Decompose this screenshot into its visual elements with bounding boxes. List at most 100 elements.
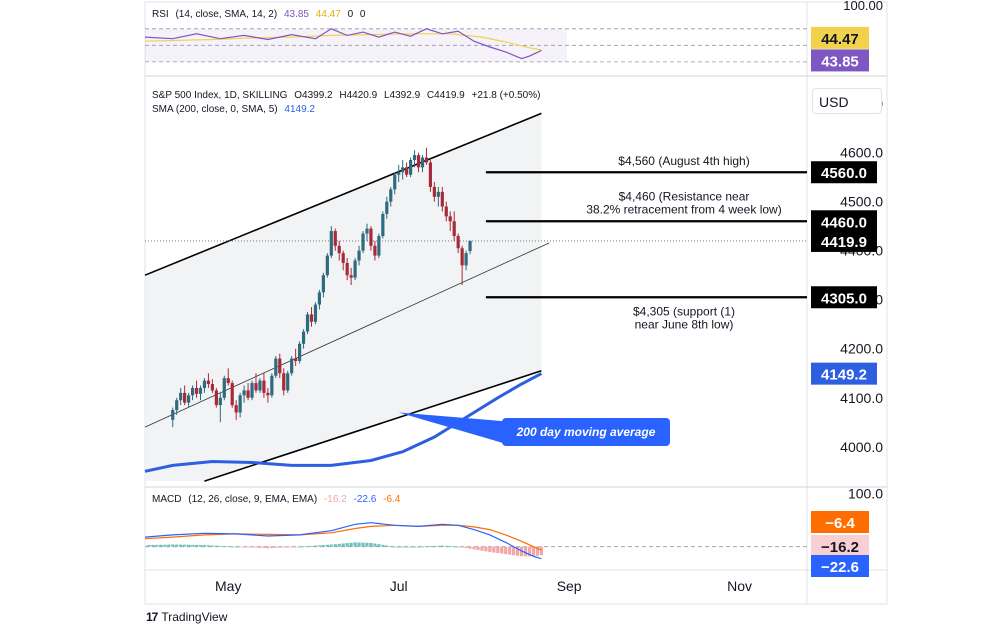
time-tick-label: May bbox=[215, 578, 241, 594]
macd-hist-bar bbox=[266, 546, 270, 549]
macd-hist-bar bbox=[480, 546, 484, 551]
candle-body bbox=[234, 405, 238, 413]
sma-badge-bg bbox=[811, 362, 877, 385]
macd-hist-bar bbox=[393, 546, 397, 548]
macd-hist-bar bbox=[202, 545, 207, 547]
candle-body bbox=[436, 191, 440, 197]
macd-hist-bar bbox=[262, 546, 266, 549]
candle-body bbox=[397, 172, 401, 175]
macd-hist-bar bbox=[401, 546, 405, 548]
candle-body bbox=[381, 213, 385, 236]
candle-body bbox=[294, 358, 298, 361]
rsi-tick-label: 100.00 bbox=[843, 0, 883, 13]
candle-body bbox=[297, 343, 302, 361]
macd-hist-bar bbox=[476, 546, 480, 550]
candle-body bbox=[301, 331, 306, 344]
macd-hist-bar bbox=[531, 546, 536, 557]
macd-hist-bar bbox=[230, 546, 234, 548]
macd-hist-bar bbox=[147, 544, 151, 547]
candle-body bbox=[405, 167, 409, 175]
macd-hist-bar bbox=[301, 546, 306, 548]
candle-body bbox=[190, 387, 195, 396]
candle-body bbox=[389, 189, 393, 202]
level-text1-0: $4,560 (August 4th high) bbox=[618, 154, 749, 168]
channel-upper-line bbox=[144, 112, 542, 276]
macd-hist-bar bbox=[194, 544, 199, 547]
footer: 17 TradingView bbox=[146, 610, 227, 624]
candle-body bbox=[337, 245, 341, 254]
macd-badge-2: −22.6 bbox=[821, 559, 859, 576]
macd-hist-bar bbox=[333, 544, 337, 547]
macd-hist-bar bbox=[385, 545, 389, 547]
candle-body bbox=[424, 157, 429, 163]
macd-hist-bar bbox=[527, 546, 532, 557]
channel-mid-line bbox=[144, 242, 550, 428]
last-price-badge-bg bbox=[811, 229, 877, 252]
time-tick-label: Sep bbox=[557, 578, 582, 594]
macd-hist-legend-value: -16.2 bbox=[323, 494, 347, 505]
level-badge-bg-2 bbox=[811, 286, 877, 309]
macd-line bbox=[144, 522, 542, 560]
macd-hist-bar bbox=[408, 546, 413, 548]
macd-badge-bg-2 bbox=[811, 555, 869, 577]
macd-hist-bar bbox=[416, 546, 421, 548]
macd-hist-bar bbox=[290, 546, 294, 548]
macd-hist-bar bbox=[210, 545, 214, 547]
macd-hist-bar bbox=[389, 546, 393, 547]
currency-button[interactable]: USD bbox=[812, 88, 882, 114]
macd-hist-bar bbox=[250, 546, 254, 548]
macd-hist-bar bbox=[214, 545, 218, 547]
candle-body bbox=[175, 400, 179, 411]
macd-hist-bar bbox=[496, 546, 500, 554]
candle-body bbox=[464, 253, 468, 266]
rsi-legend-lower: 0 bbox=[359, 9, 366, 20]
open-value: O4399.2 bbox=[294, 90, 333, 101]
candle-body bbox=[226, 378, 230, 384]
macd-hist-bar bbox=[337, 543, 341, 547]
candle-body bbox=[278, 358, 282, 374]
rsi-ma-line bbox=[144, 33, 542, 51]
macd-hist-bar bbox=[171, 544, 175, 547]
candle-body bbox=[274, 358, 278, 376]
candle-body bbox=[218, 397, 222, 406]
price-tick-label: 4100.0 bbox=[840, 390, 883, 406]
macd-hist-bar bbox=[508, 546, 512, 555]
candle-body bbox=[393, 174, 397, 190]
candle-body bbox=[222, 378, 226, 398]
macd-hist-bar bbox=[448, 546, 452, 547]
macd-hist-bar bbox=[313, 545, 318, 547]
candle-body bbox=[266, 392, 270, 396]
candle-body bbox=[206, 380, 211, 385]
macd-hist-bar bbox=[159, 544, 163, 547]
macd-hist-bar bbox=[456, 546, 460, 548]
macd-hist-bar bbox=[175, 544, 179, 547]
macd-hist-bar bbox=[464, 546, 468, 548]
macd-badge-1: −16.2 bbox=[821, 539, 859, 556]
macd-hist-bar bbox=[163, 544, 167, 547]
candle-body bbox=[171, 410, 175, 420]
macd-hist-bar bbox=[270, 546, 274, 549]
macd-hist-bar bbox=[246, 546, 250, 548]
macd-hist-bar bbox=[218, 545, 222, 547]
macd-hist-bar bbox=[468, 546, 472, 549]
macd-badge-0: −6.4 bbox=[825, 515, 855, 532]
candle-body bbox=[408, 159, 413, 175]
macd-hist-bar bbox=[321, 545, 325, 547]
macd-hist-bar bbox=[369, 542, 373, 547]
candle-body bbox=[270, 375, 274, 396]
candle-body bbox=[357, 250, 361, 261]
macd-hist-bar bbox=[484, 546, 488, 552]
macd-hist-bar bbox=[238, 546, 242, 548]
macd-hist-bar bbox=[155, 544, 159, 547]
rsi-legend-params: (14, close, SMA, 14, 2) bbox=[175, 9, 278, 20]
macd-hist-bar bbox=[420, 546, 425, 548]
macd-hist-bar bbox=[357, 542, 361, 547]
candle-body bbox=[428, 162, 433, 187]
macd-hist-bar bbox=[317, 545, 322, 547]
macd-hist-bar bbox=[377, 544, 381, 547]
macd-hist-bar bbox=[305, 546, 310, 547]
macd-hist-bar bbox=[444, 545, 448, 547]
price-tick-label: 4000.0 bbox=[840, 439, 883, 455]
macd-hist-bar bbox=[353, 542, 357, 547]
